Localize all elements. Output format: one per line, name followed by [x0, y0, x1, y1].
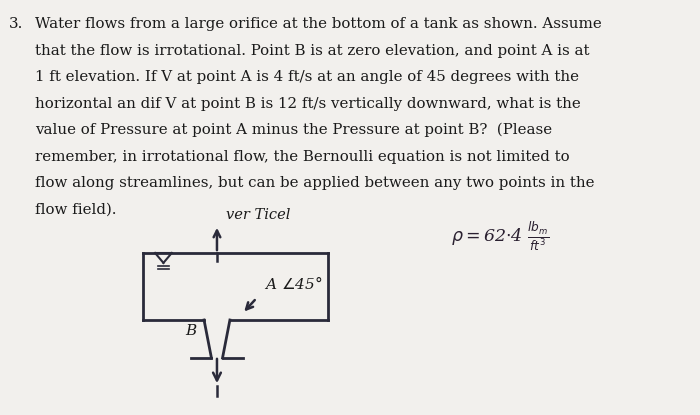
- Text: value of Pressure at point A minus the Pressure at point B?  (Please: value of Pressure at point A minus the P…: [35, 123, 552, 137]
- Text: Water flows from a large orifice at the bottom of a tank as shown. Assume: Water flows from a large orifice at the …: [35, 17, 602, 31]
- Text: remember, in irrotational flow, the Bernoulli equation is not limited to: remember, in irrotational flow, the Bern…: [35, 149, 570, 164]
- Text: 1 ft elevation. If V at point A is 4 ft/s at an angle of 45 degrees with the: 1 ft elevation. If V at point A is 4 ft/…: [35, 70, 579, 84]
- Text: $\rho$$=$62$\cdot$4 $\frac{lb_m}{ft^3}$: $\rho$$=$62$\cdot$4 $\frac{lb_m}{ft^3}$: [451, 220, 549, 253]
- Text: horizontal an dif V at point B is 12 ft/s vertically downward, what is the: horizontal an dif V at point B is 12 ft/…: [35, 97, 581, 110]
- Text: ver Ticel: ver Ticel: [226, 208, 290, 222]
- Text: flow along streamlines, but can be applied between any two points in the: flow along streamlines, but can be appli…: [35, 176, 594, 190]
- Text: 3.: 3.: [9, 17, 24, 31]
- Text: that the flow is irrotational. Point B is at zero elevation, and point A is at: that the flow is irrotational. Point B i…: [35, 44, 589, 58]
- Text: A $\angle$45$°$: A $\angle$45$°$: [264, 275, 323, 292]
- Text: flow field).: flow field).: [35, 203, 117, 217]
- Text: B: B: [186, 324, 197, 338]
